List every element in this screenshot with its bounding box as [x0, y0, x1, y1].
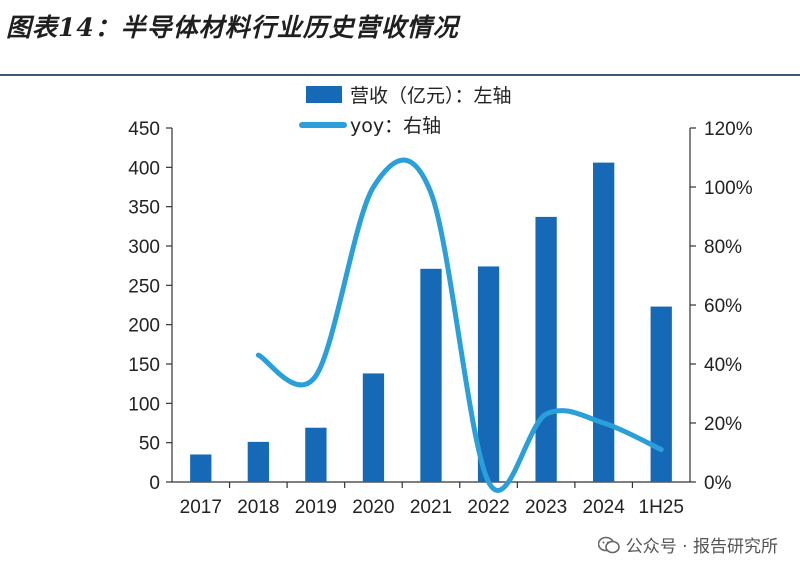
left-tick-label: 350 [128, 198, 160, 219]
x-tick-label: 2023 [525, 497, 567, 518]
left-tick-label: 250 [128, 276, 160, 297]
figure-title: 图表14：半导体材料行业历史营收情况 [6, 13, 459, 42]
right-tick-label: 20% [704, 414, 742, 435]
left-tick-label: 300 [128, 237, 160, 258]
bar-series [190, 162, 672, 483]
x-tick-label: 2024 [583, 497, 626, 518]
title-divider [0, 74, 800, 76]
legend-line-label: yoy：右轴 [350, 115, 441, 137]
left-tick-label: 100 [128, 394, 160, 415]
x-tick-label: 2019 [295, 497, 337, 518]
revenue-bar [190, 454, 212, 482]
left-tick-label: 200 [128, 316, 160, 337]
revenue-bar [593, 162, 615, 482]
legend-bar-swatch [306, 86, 342, 103]
left-tick-label: 50 [139, 434, 160, 455]
right-tick-label: 120% [704, 119, 753, 140]
revenue-bar [305, 427, 327, 482]
left-tick-label: 400 [128, 158, 160, 179]
watermark: 公众号 · 报告研究所 [597, 532, 778, 557]
revenue-bar [420, 268, 442, 482]
x-tick-label: 2018 [237, 497, 279, 518]
legend: 营收（亿元）：左轴 yoy：右轴 [299, 85, 512, 137]
yoy-line [255, 157, 664, 493]
right-tick-label: 100% [704, 178, 753, 199]
tick-labels: 0 50 100 150 200 250 300 350 400 450 0% 20% 40% 60% 80… [128, 119, 752, 518]
left-tick-label: 150 [128, 355, 160, 376]
x-tick-label: 2017 [180, 497, 222, 518]
revenue-bar [535, 216, 557, 483]
revenue-bar [650, 306, 672, 482]
x-tick-label: 2021 [410, 497, 452, 518]
right-tick-label: 0% [704, 473, 732, 494]
x-tick-label: 2020 [352, 497, 394, 518]
yoy-series [255, 157, 664, 493]
right-tick-label: 60% [704, 296, 742, 317]
left-tick-label: 450 [128, 119, 160, 140]
right-tick-label: 80% [704, 237, 742, 258]
x-tick-label: 1H25 [639, 497, 684, 518]
x-tick-label: 2022 [467, 497, 509, 518]
watermark-text: 公众号 · 报告研究所 [625, 537, 778, 557]
wechat-icon [597, 536, 620, 553]
revenue-bar [362, 373, 385, 482]
right-tick-label: 40% [704, 355, 742, 376]
revenue-bar [247, 441, 269, 482]
legend-bar-label: 营收（亿元）：左轴 [350, 85, 512, 107]
revenue-bar [477, 266, 500, 482]
left-tick-label: 0 [149, 473, 160, 494]
